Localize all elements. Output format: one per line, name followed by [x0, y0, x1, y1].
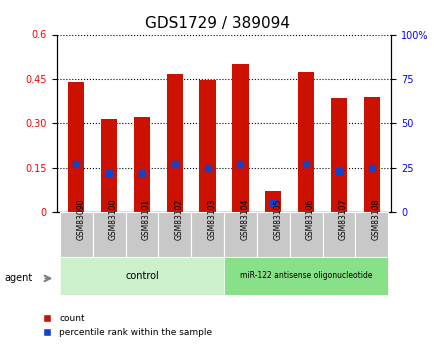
Text: agent: agent [4, 274, 33, 283]
Bar [297, 71, 314, 212]
Bar [256, 212, 289, 257]
Bar [158, 212, 191, 257]
Text: GSM83100: GSM83100 [109, 198, 118, 239]
Text: GSM83108: GSM83108 [371, 198, 380, 239]
Bar [68, 82, 84, 212]
Bar [264, 191, 281, 212]
Text: GSM83090: GSM83090 [76, 198, 85, 240]
Text: miR-122 antisense oligonucleotide: miR-122 antisense oligonucleotide [239, 272, 372, 280]
Bar [125, 212, 158, 257]
Bar [60, 257, 224, 295]
Bar [133, 117, 150, 212]
Text: GSM83102: GSM83102 [174, 198, 183, 239]
Bar [191, 212, 224, 257]
Legend: count, percentile rank within the sample: count, percentile rank within the sample [39, 311, 215, 341]
Bar [322, 212, 355, 257]
Text: GSM83103: GSM83103 [207, 198, 216, 239]
Bar [224, 212, 256, 257]
Bar [232, 64, 248, 212]
Bar [101, 119, 117, 212]
Bar [363, 97, 379, 212]
Bar [224, 257, 387, 295]
Text: GDS1729 / 389094: GDS1729 / 389094 [145, 16, 289, 30]
Bar [60, 212, 92, 257]
Text: GSM83104: GSM83104 [240, 198, 249, 239]
Bar [199, 80, 215, 212]
Bar [355, 212, 387, 257]
Text: GSM83101: GSM83101 [141, 198, 151, 239]
Text: GSM83105: GSM83105 [273, 198, 282, 239]
Text: control: control [125, 271, 158, 281]
Text: GSM83106: GSM83106 [306, 198, 314, 239]
Bar [166, 75, 183, 212]
Bar [330, 98, 346, 212]
Text: GSM83107: GSM83107 [338, 198, 347, 239]
Bar [289, 212, 322, 257]
Bar [92, 212, 125, 257]
